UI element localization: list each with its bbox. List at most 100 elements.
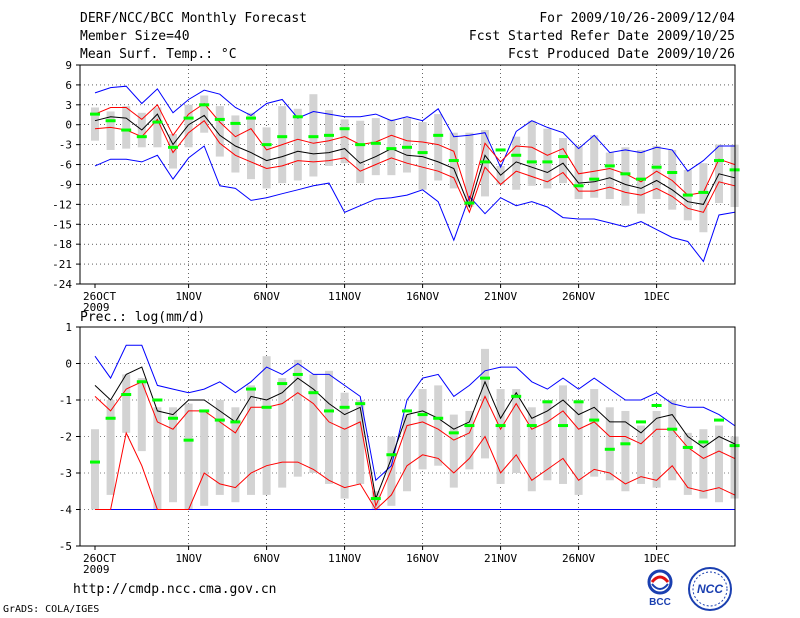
prec-control-marker: [636, 420, 646, 424]
temp-control-marker: [495, 148, 506, 152]
temp-spread-box: [418, 122, 427, 190]
prec-control-marker: [402, 409, 412, 413]
temp-control-marker: [386, 147, 397, 151]
temp-spread-box: [200, 95, 209, 133]
prec-spread-box: [325, 370, 333, 484]
precipitation-variable-label: Prec.: log(mm/d): [80, 310, 206, 325]
prec-spread-box: [278, 378, 287, 488]
temp-control-marker: [292, 115, 303, 119]
forecast-period: For 2009/10/26-2009/12/04: [539, 11, 735, 26]
bcc-logo: BCC: [647, 569, 673, 608]
prec-control-marker: [417, 413, 428, 417]
prec-ensemble-mean-line: [94, 366, 735, 501]
temp-xtick-label: 11NOV: [328, 290, 361, 303]
prec-control-marker: [526, 424, 537, 428]
prec-spread-box: [605, 407, 614, 481]
software-credit: GrADS: COLA/IGES: [3, 604, 100, 615]
temp-xtick-sublabel: 2009: [83, 301, 110, 314]
temp-frame: [79, 64, 736, 285]
prec-control-marker: [199, 409, 210, 413]
prec-spread-box: [699, 429, 708, 499]
prec-xtick-label: 16NOV: [406, 552, 439, 565]
temp-control-marker: [682, 193, 693, 197]
prec-spread-box: [621, 410, 630, 492]
forecast-produced-date: Fcst Produced Date 2009/10/26: [508, 47, 735, 62]
prec-xtick-label: 26OCT: [83, 552, 116, 565]
prec-spread-box: [215, 400, 224, 495]
temp-control-marker: [589, 177, 600, 181]
prec-control-marker: [277, 382, 288, 386]
prec-spread-box: [465, 410, 474, 470]
prec-control-marker: [370, 497, 381, 501]
prec-spread-box: [481, 348, 489, 459]
temp-control-marker: [604, 164, 615, 168]
prec-spread-box: [200, 410, 209, 506]
temp-ytick-label: -24: [52, 278, 72, 291]
temp-control-marker: [370, 141, 381, 145]
temp-spread-box: [465, 132, 474, 208]
temp-lower-percentile-line: [94, 118, 735, 214]
temp-control-marker: [573, 184, 584, 188]
temp-spread-box: [293, 108, 302, 181]
temp-spread-box: [527, 120, 536, 186]
prec-control-marker: [324, 409, 334, 413]
temp-control-marker: [480, 160, 490, 164]
temp-control-marker: [542, 160, 553, 164]
temp-xtick-label: 26OCT: [83, 290, 116, 303]
temp-spread-box: [325, 110, 333, 166]
prec-spread-box: [590, 389, 599, 477]
prec-ytick-label: -1: [59, 394, 72, 407]
temp-control-marker: [214, 117, 225, 121]
temp-control-marker: [448, 159, 459, 163]
prec-control-marker: [682, 445, 693, 449]
temp-control-marker: [246, 116, 256, 120]
prec-xtick-label: 11NOV: [328, 552, 361, 565]
prec-spread-box: [668, 400, 677, 481]
prec-control-marker: [261, 405, 272, 409]
temp-spread-box: [590, 135, 599, 198]
temp-spread-box: [512, 136, 521, 190]
temp-control-marker: [324, 133, 334, 137]
temp-xtick-label: 26NOV: [562, 290, 595, 303]
prec-spread-box: [231, 407, 240, 503]
temp-control-marker: [526, 160, 537, 164]
temp-ytick-label: -15: [52, 218, 72, 231]
temp-spread-box: [106, 111, 115, 150]
temp-control-marker: [433, 133, 444, 137]
prec-spread-box: [137, 378, 146, 452]
prec-spread-box: [496, 389, 505, 484]
temp-spread-box: [699, 163, 708, 233]
prec-spread-box: [387, 436, 396, 506]
prec-spread-box: [559, 385, 567, 484]
temp-control-marker: [136, 135, 147, 139]
prec-control-marker: [246, 387, 256, 391]
prec-ytick-label: -2: [59, 431, 72, 444]
temp-control-marker: [308, 135, 319, 139]
prec-spread-box: [527, 407, 536, 492]
prec-control-marker: [714, 418, 724, 422]
temp-xtick-label: 1NOV: [175, 290, 202, 303]
prec-spread-box: [309, 374, 318, 473]
source-url[interactable]: http://cmdp.ncc.cma.gov.cn: [73, 582, 277, 597]
temp-control-marker: [230, 121, 241, 125]
prec-spread-box: [543, 400, 552, 481]
prec-xtick-label: 1DEC: [643, 552, 670, 565]
temp-control-marker: [402, 145, 412, 149]
prec-spread-box: [434, 385, 443, 466]
prec-ytick-label: -3: [59, 467, 72, 480]
prec-spread-box: [106, 400, 115, 495]
prec-control-marker: [511, 394, 522, 398]
prec-spread-box: [652, 410, 661, 488]
prec-spread-box: [715, 425, 723, 503]
temp-ytick-label: 3: [65, 99, 72, 112]
temp-spread-box: [356, 120, 365, 184]
prec-control-marker: [214, 418, 225, 422]
temp-ytick-label: -3: [59, 139, 72, 152]
temp-spread-box: [122, 106, 131, 149]
temp-control-marker: [620, 172, 631, 176]
prec-control-marker: [651, 403, 662, 407]
prec-control-marker: [136, 380, 147, 384]
temp-control-marker: [339, 127, 350, 131]
